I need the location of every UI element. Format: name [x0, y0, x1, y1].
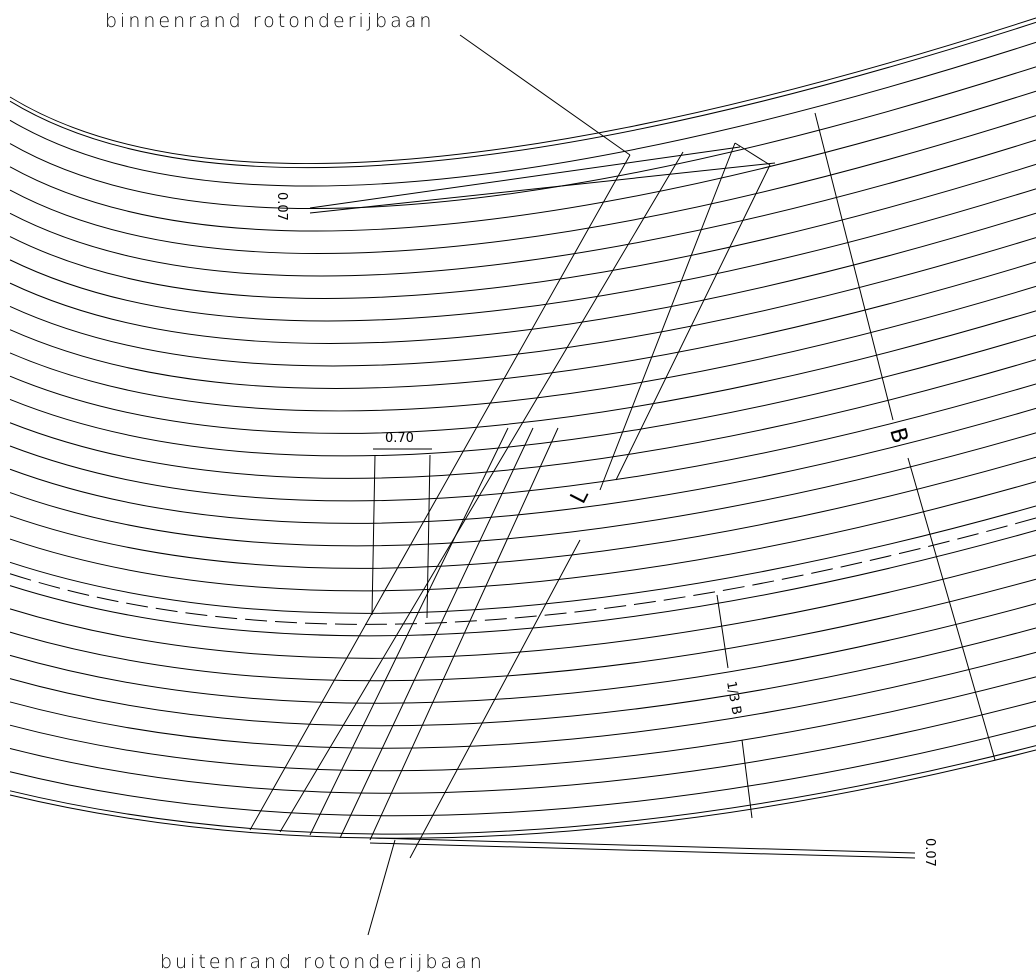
leader-line [309, 162, 776, 214]
curve [9, 676, 1036, 772]
curve [9, 359, 1036, 479]
curve [9, 529, 1036, 637]
curve [9, 237, 1036, 367]
marking-line [615, 164, 771, 481]
curve [9, 725, 1036, 817]
curve [9, 505, 1036, 614]
dimension-line [814, 112, 894, 421]
curve [9, 334, 1036, 457]
curve [9, 578, 1036, 682]
curve [9, 212, 1036, 344]
curve [9, 456, 1036, 569]
curve [9, 310, 1036, 434]
curve [9, 139, 1036, 277]
marking-line [599, 142, 736, 491]
curve [9, 383, 1036, 502]
leader-line [309, 146, 741, 209]
center-line [9, 517, 1036, 625]
curve [9, 603, 1036, 704]
curve [9, 66, 1036, 210]
markings [249, 34, 996, 936]
curve [9, 432, 1036, 547]
curve [9, 651, 1036, 749]
curve [9, 21, 1036, 169]
marking-line [279, 151, 684, 833]
marking-line [369, 427, 559, 841]
curve [9, 407, 1036, 524]
curve [9, 17, 1036, 165]
curve [9, 481, 1036, 592]
curve [9, 745, 1036, 835]
dimension-line [426, 454, 431, 619]
marking-line [309, 427, 509, 836]
dimension-text: 1/3 B [723, 680, 744, 716]
curve [9, 163, 1036, 299]
dimension-text: 0.07 [274, 192, 289, 221]
curve [9, 700, 1036, 794]
curve [9, 115, 1036, 254]
leader-line [369, 842, 916, 859]
leader-line [367, 839, 396, 936]
dimension-line [371, 454, 376, 616]
leader-line [369, 837, 916, 854]
label: binnenrand rotonderijbaan [105, 10, 434, 32]
curve [9, 285, 1036, 412]
curve [9, 90, 1036, 232]
marking-line [249, 154, 631, 831]
marking-line [734, 142, 771, 166]
dimension-text: L [566, 485, 594, 508]
dimension-text: 0.70 [385, 431, 414, 446]
curve [9, 627, 1036, 727]
curve [9, 188, 1036, 322]
curve [9, 554, 1036, 659]
label: buitenrand rotonderijbaan [160, 951, 485, 972]
dimension-text: B [884, 425, 912, 446]
curve [9, 749, 1036, 839]
curve [9, 41, 1036, 187]
marking-line [339, 427, 534, 839]
dimension-line [716, 594, 729, 669]
leader-line [459, 34, 631, 156]
marking-line [409, 539, 581, 859]
dimension-line [741, 739, 753, 819]
dimension-text: 0.07 [922, 838, 937, 867]
curve [9, 261, 1036, 389]
dimension-line [907, 457, 996, 761]
road-curves [9, 17, 1036, 839]
